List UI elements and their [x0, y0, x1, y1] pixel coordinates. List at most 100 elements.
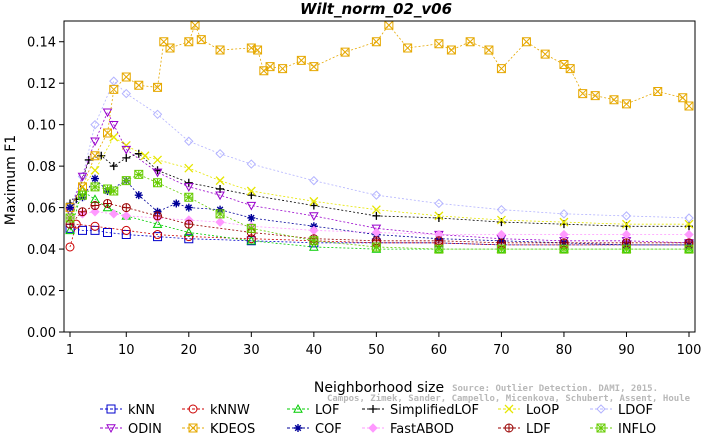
- legend-item-knnw: kNNW: [182, 403, 250, 418]
- data-point: [496, 215, 506, 225]
- plot-area: [65, 20, 694, 254]
- y-tick-label: 0.06: [27, 202, 56, 217]
- data-point: [465, 37, 475, 47]
- data-point: [183, 183, 194, 192]
- data-point: [215, 148, 225, 159]
- data-point: [215, 45, 225, 55]
- y-tick-label: 0.10: [27, 119, 56, 134]
- data-point: [496, 64, 506, 74]
- data-point: [309, 201, 318, 210]
- data-point: [90, 151, 100, 161]
- data-point: [90, 221, 100, 231]
- watermark-line-1: Source: Outlier Detection. DAMI, 2015.: [452, 383, 658, 394]
- data-point: [184, 136, 194, 146]
- data-point: [622, 219, 631, 229]
- data-point: [621, 211, 632, 221]
- data-point: [103, 198, 113, 208]
- series-line-simplifiedlof: [69, 153, 689, 227]
- data-point: [308, 212, 319, 221]
- x-tick-label: 100: [677, 343, 702, 358]
- series-line-loop: [69, 136, 689, 225]
- legend-marker: [294, 424, 302, 432]
- data-point: [103, 227, 113, 237]
- data-point: [565, 64, 575, 74]
- chart-title: Wilt_norm_02_v06: [300, 0, 452, 18]
- legend-marker: [369, 405, 377, 413]
- data-point: [153, 178, 163, 188]
- legend-item-fastabod: FastABOD: [362, 422, 454, 437]
- data-point: [371, 242, 381, 252]
- legend-label: COF: [315, 422, 342, 434]
- data-point: [446, 45, 456, 55]
- data-point: [246, 186, 256, 196]
- data-point: [434, 198, 444, 209]
- legend-label: kNNW: [210, 403, 250, 418]
- y-tick-label: 0.14: [27, 36, 56, 51]
- data-point: [184, 203, 193, 212]
- data-point: [484, 45, 494, 55]
- legend-label: FastABOD: [390, 422, 454, 434]
- legend-marker: [504, 404, 514, 414]
- legend-marker: [188, 423, 198, 433]
- data-point: [65, 242, 75, 252]
- data-point: [559, 217, 569, 227]
- legend-label: kNN: [128, 403, 155, 418]
- y-tick-label: 0.12: [27, 77, 56, 92]
- data-point: [621, 244, 631, 254]
- series-line-lof: [69, 190, 689, 250]
- y-tick-label: 0.02: [27, 285, 56, 300]
- data-point: [108, 120, 119, 130]
- data-point: [90, 207, 100, 217]
- x-tick-label: 90: [618, 343, 635, 358]
- data-point: [90, 182, 100, 192]
- data-point: [521, 37, 531, 47]
- data-point: [153, 232, 163, 242]
- data-point: [121, 225, 131, 235]
- series-line-fastabod: [69, 211, 689, 236]
- data-point: [152, 219, 163, 228]
- data-point: [590, 91, 600, 101]
- data-point: [165, 43, 175, 53]
- data-point: [278, 64, 288, 74]
- data-point: [653, 86, 663, 96]
- x-tick-label: 80: [556, 343, 573, 358]
- legend-marker: [504, 423, 514, 433]
- x-axis-label: Neighborhood size: [314, 380, 444, 396]
- legend-item-loop: LoOP: [498, 403, 559, 418]
- legend-marker: [596, 404, 606, 414]
- data-point: [134, 149, 143, 158]
- legend-marker: [106, 404, 116, 414]
- data-point: [308, 241, 319, 251]
- data-point: [184, 219, 194, 229]
- data-point: [121, 176, 131, 186]
- data-point: [246, 235, 257, 245]
- data-point: [265, 62, 275, 72]
- data-point: [184, 178, 193, 187]
- data-point: [434, 211, 444, 221]
- legend-item-ldf: LDF: [498, 422, 551, 437]
- data-point: [434, 236, 444, 246]
- data-point: [152, 109, 163, 120]
- legend-label: INFLO: [618, 422, 656, 434]
- data-point: [684, 213, 694, 223]
- y-axis-label: Maximum F1: [3, 135, 19, 225]
- y-tick-label: 0.00: [27, 326, 56, 341]
- axes: 0.00 0.02 0.04 0.06 0.08 0.10 0.12 0.14 1 10 20 30 4…: [27, 20, 702, 358]
- series-kdeos: [65, 20, 694, 213]
- data-point: [172, 199, 181, 208]
- data-point: [184, 163, 194, 173]
- data-point: [215, 209, 225, 219]
- data-point: [684, 219, 694, 229]
- legend-label: LDOF: [618, 403, 653, 418]
- legend-item-cof: COF: [287, 422, 342, 437]
- x-tick-label: 50: [368, 343, 385, 358]
- legend-marker: [596, 423, 606, 433]
- data-point: [371, 224, 382, 234]
- x-tick-label: 20: [181, 343, 198, 358]
- series-line-kdeos: [69, 24, 690, 208]
- data-point: [246, 223, 256, 233]
- data-point: [559, 209, 569, 219]
- x-tick-label: 1: [66, 343, 74, 358]
